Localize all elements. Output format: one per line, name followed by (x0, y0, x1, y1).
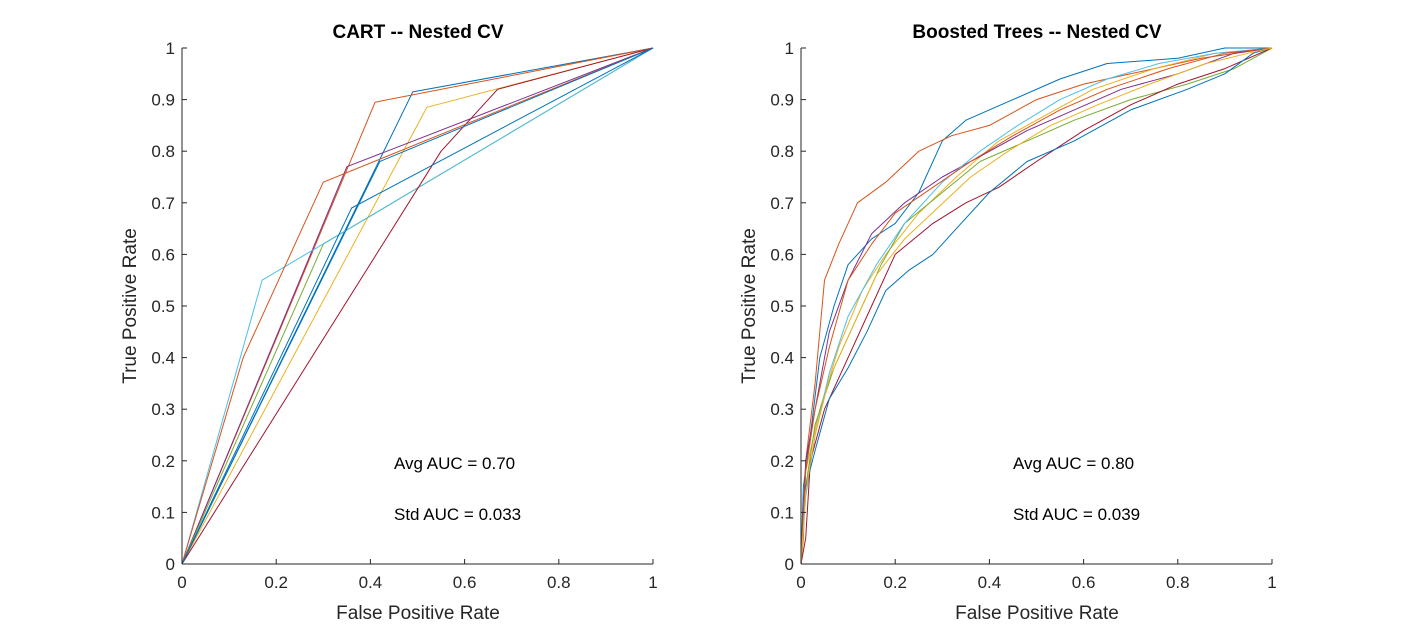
cart-y-tick-label: 0.5 (151, 297, 175, 316)
boosted-std-auc-annotation: Std AUC = 0.039 (1013, 505, 1140, 524)
cart-x-tick-label: 0.2 (264, 573, 288, 592)
cart-y-tick-label: 0.1 (151, 503, 175, 522)
cart-x-tick-label: 0.6 (453, 573, 477, 592)
boosted-axes: 0 0.2 0.4 0.6 0.8 1 0 0.1 0.2 0.3 0.4 0.5 0.6 0.7 0.8 0… (770, 39, 1276, 592)
cart-y-tick-label: 0.4 (151, 349, 175, 368)
cart-roc-curve-10 (181, 47, 654, 565)
cart-x-axis-label: False Positive Rate (336, 603, 500, 624)
cart-y-tick-label: 0 (166, 555, 175, 574)
boosted-x-tick-label: 0.4 (978, 573, 1002, 592)
boosted-y-tick-label: 0.4 (770, 349, 794, 368)
boosted-y-tick-label: 0 (785, 555, 794, 574)
cart-y-tick-label: 0.9 (151, 91, 175, 110)
boosted-y-tick-label: 0.2 (770, 452, 794, 471)
cart-roc-curve-8 (181, 47, 654, 565)
cart-y-tick-label: 0.2 (151, 452, 175, 471)
cart-x-tick-label: 1 (648, 573, 657, 592)
cart-roc-panel: CART -- Nested CV 0 0.2 0.4 0.6 0.8 100.10.20… (120, 22, 658, 624)
boosted-roc-curve-9 (800, 47, 1273, 565)
cart-roc-curve-6 (181, 47, 654, 565)
boosted-chart-title: Boosted Trees -- Nested CV (912, 22, 1161, 43)
boosted-y-tick-label: 0.1 (770, 503, 794, 522)
boosted-y-tick-label: 0.6 (770, 245, 794, 264)
cart-std-auc-annotation: Std AUC = 0.033 (394, 505, 521, 524)
cart-y-tick-label: 0.8 (151, 142, 175, 161)
cart-y-tick-label: 1 (166, 39, 175, 58)
cart-avg-auc-annotation: Avg AUC = 0.70 (394, 454, 515, 473)
boosted-trees-roc-panel: Boosted Trees -- Nested CV 0 0.2 0.4 0.6 0.8… (739, 22, 1277, 624)
cart-x-tick-label: 0 (177, 573, 186, 592)
boosted-y-tick-label: 0.7 (770, 194, 794, 213)
boosted-avg-auc-annotation: Avg AUC = 0.80 (1013, 454, 1134, 473)
cart-y-tick-label: 0.3 (151, 400, 175, 419)
boosted-y-tick-label: 0.5 (770, 297, 794, 316)
cart-axes: 0 0.2 0.4 0.6 0.8 1 0 0.1 0.2 0.3 0.4 0.5 0.6 0.7 0.8 0… (151, 39, 657, 592)
boosted-x-tick-label: 0 (796, 573, 805, 592)
cart-y-axis-label: True Positive Rate (120, 228, 141, 384)
boosted-roc-curve-7 (800, 47, 1273, 565)
cart-roc-curve-7 (181, 47, 654, 565)
boosted-roc-curve-4 (800, 47, 1273, 565)
boosted-y-tick-label: 0.3 (770, 400, 794, 419)
boosted-x-tick-label: 0.6 (1072, 573, 1096, 592)
boosted-y-tick-label: 0.9 (770, 91, 794, 110)
cart-x-tick-label: 0.8 (547, 573, 571, 592)
boosted-x-tick-label: 0.2 (883, 573, 907, 592)
cart-roc-curve-4 (181, 47, 654, 565)
boosted-x-tick-label: 1 (1267, 573, 1276, 592)
boosted-x-tick-label: 0.8 (1166, 573, 1190, 592)
boosted-x-axis-label: False Positive Rate (955, 603, 1119, 624)
cart-chart-title: CART -- Nested CV (332, 22, 503, 43)
boosted-y-tick-label: 0.8 (770, 142, 794, 161)
boosted-y-tick-label: 1 (785, 39, 794, 58)
cart-x-tick-label: 0.4 (359, 573, 383, 592)
cart-y-tick-label: 0.6 (151, 245, 175, 264)
boosted-y-axis-label: True Positive Rate (739, 228, 760, 384)
cart-roc-curves (181, 47, 654, 565)
cart-y-tick-label: 0.7 (151, 194, 175, 213)
cart-roc-curve-9 (181, 47, 654, 565)
boosted-roc-curves (800, 47, 1273, 565)
boosted-roc-curve-10 (800, 47, 1273, 565)
boosted-roc-curve-8 (800, 47, 1273, 565)
